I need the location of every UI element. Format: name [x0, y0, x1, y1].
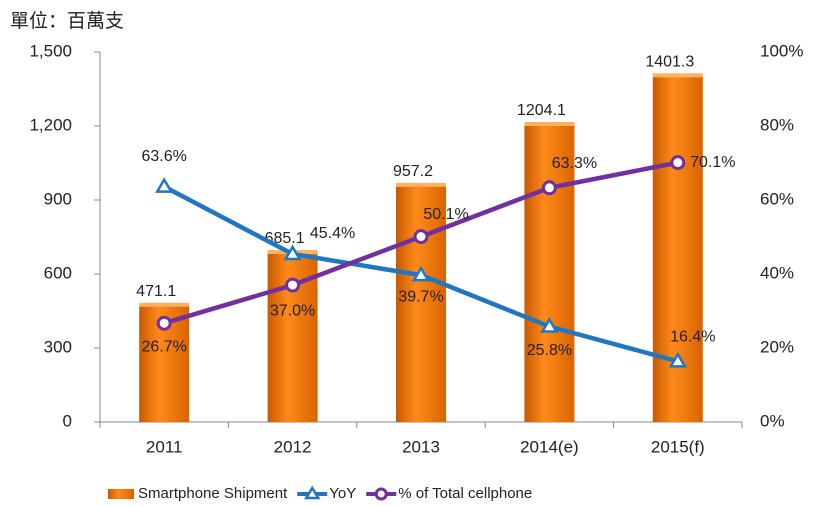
bar-top: [396, 182, 446, 187]
bar-value-label: 1204.1: [517, 102, 566, 119]
bar-top: [524, 121, 575, 126]
bar-top: [652, 73, 703, 78]
unit-label: 單位：百萬支: [10, 10, 124, 32]
y2-tick-label: 40%: [760, 263, 794, 282]
y2-tick-label: 100%: [760, 41, 803, 60]
marker: [285, 277, 301, 293]
y2-tick-label: 0%: [760, 411, 785, 430]
marker: [540, 317, 559, 333]
y-tick-label: 0: [63, 411, 72, 430]
line-value-label: 16.4%: [670, 329, 715, 346]
line-value-label: 50.1%: [423, 206, 468, 223]
line-value-label: 37.0%: [270, 302, 315, 319]
bar-value-label: 957.2: [393, 163, 433, 180]
legend-label: % of Total cellphone: [398, 485, 532, 502]
bar-top: [139, 302, 190, 307]
line-value-label: 25.8%: [527, 342, 572, 359]
x-tick-label: 2013: [402, 437, 440, 456]
y-tick-label: 600: [44, 263, 72, 282]
bar-value-label: 1401.3: [645, 54, 694, 71]
marker: [413, 229, 429, 245]
line-value-label: 70.1%: [690, 154, 735, 171]
line-value-label: 39.7%: [398, 288, 443, 305]
legend-label: YoY: [329, 485, 356, 502]
legend-label: Smartphone Shipment: [138, 485, 288, 502]
y-tick-label: 1,200: [29, 115, 72, 134]
marker: [411, 265, 431, 282]
marker: [283, 244, 302, 261]
bar: [652, 76, 703, 422]
y-tick-label: 1,500: [29, 41, 72, 60]
y-tick-label: 900: [44, 189, 72, 208]
line-value-label: 63.6%: [142, 148, 187, 165]
marker: [670, 155, 686, 171]
bar: [524, 124, 575, 422]
y2-tick-label: 80%: [760, 115, 794, 134]
x-tick-label: 2011: [146, 437, 183, 456]
legend-marker: [304, 485, 321, 500]
x-tick-label: 2014(e): [520, 437, 579, 456]
legend-swatch: [108, 489, 134, 499]
line-value-label: 26.7%: [142, 338, 187, 355]
x-tick-label: 2012: [274, 437, 312, 456]
x-tick-label: 2015(f): [651, 437, 705, 456]
bar: [396, 185, 446, 422]
line-value-label: 45.4%: [310, 225, 355, 242]
bar-value-label: 471.1: [136, 283, 176, 300]
line-value-label: 63.3%: [552, 155, 597, 172]
y2-tick-label: 60%: [760, 189, 794, 208]
legend-marker: [374, 487, 388, 501]
marker: [155, 177, 174, 193]
y-tick-label: 300: [44, 337, 72, 356]
marker: [541, 180, 557, 196]
marker: [668, 351, 687, 368]
y2-tick-label: 20%: [760, 337, 794, 356]
marker: [156, 315, 172, 331]
